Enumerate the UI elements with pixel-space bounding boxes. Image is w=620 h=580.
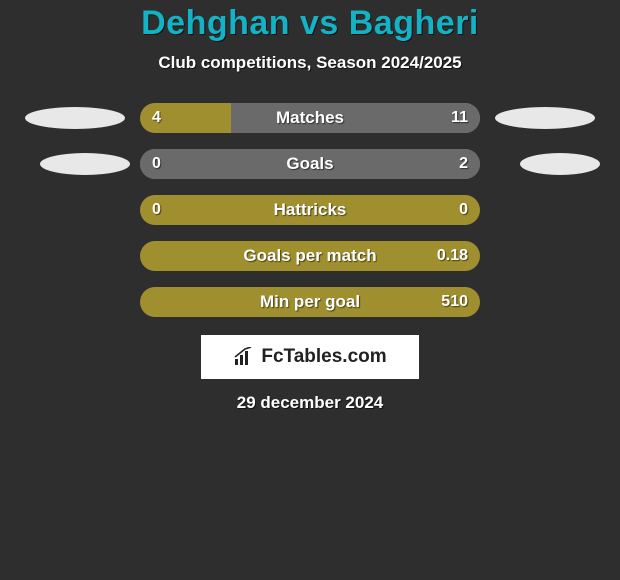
team-badge-left (40, 153, 130, 175)
comparison-widget: Dehghan vs Bagheri Club competitions, Se… (0, 0, 620, 413)
stat-row: 0Goals2 (0, 149, 620, 179)
logo: FcTables.com (233, 346, 386, 368)
stat-row: Min per goal510 (0, 287, 620, 317)
left-badge-slot (20, 149, 130, 179)
stat-bar: Goals per match0.18 (140, 241, 480, 271)
stat-bar: 0Hattricks0 (140, 195, 480, 225)
right-badge-slot (490, 149, 600, 179)
left-badge-slot (20, 103, 130, 133)
stat-label: Goals (140, 149, 480, 179)
team-badge-left (25, 107, 125, 129)
left-badge-slot (20, 195, 130, 225)
team-badge-right (520, 153, 600, 175)
stat-value-right: 0.18 (437, 241, 468, 271)
stat-rows: 4Matches110Goals20Hattricks0Goals per ma… (0, 103, 620, 317)
page-title: Dehghan vs Bagheri (0, 4, 620, 43)
stat-row: 0Hattricks0 (0, 195, 620, 225)
stat-bar: 4Matches11 (140, 103, 480, 133)
stat-value-right: 11 (451, 103, 468, 133)
date: 29 december 2024 (0, 393, 620, 413)
subtitle: Club competitions, Season 2024/2025 (0, 53, 620, 73)
team-badge-right (495, 107, 595, 129)
right-badge-slot (490, 103, 600, 133)
right-badge-slot (490, 241, 600, 271)
logo-text: FcTables.com (261, 346, 386, 368)
stat-bar: 0Goals2 (140, 149, 480, 179)
logo-box[interactable]: FcTables.com (201, 335, 419, 379)
stat-label: Goals per match (140, 241, 480, 271)
left-badge-slot (20, 287, 130, 317)
left-badge-slot (20, 241, 130, 271)
stat-value-right: 0 (459, 195, 468, 225)
stat-label: Hattricks (140, 195, 480, 225)
chart-icon (233, 347, 255, 367)
stat-value-right: 2 (459, 149, 468, 179)
right-badge-slot (490, 287, 600, 317)
right-badge-slot (490, 195, 600, 225)
stat-label: Matches (140, 103, 480, 133)
stat-row: 4Matches11 (0, 103, 620, 133)
stat-row: Goals per match0.18 (0, 241, 620, 271)
stat-label: Min per goal (140, 287, 480, 317)
stat-value-right: 510 (441, 287, 468, 317)
stat-bar: Min per goal510 (140, 287, 480, 317)
